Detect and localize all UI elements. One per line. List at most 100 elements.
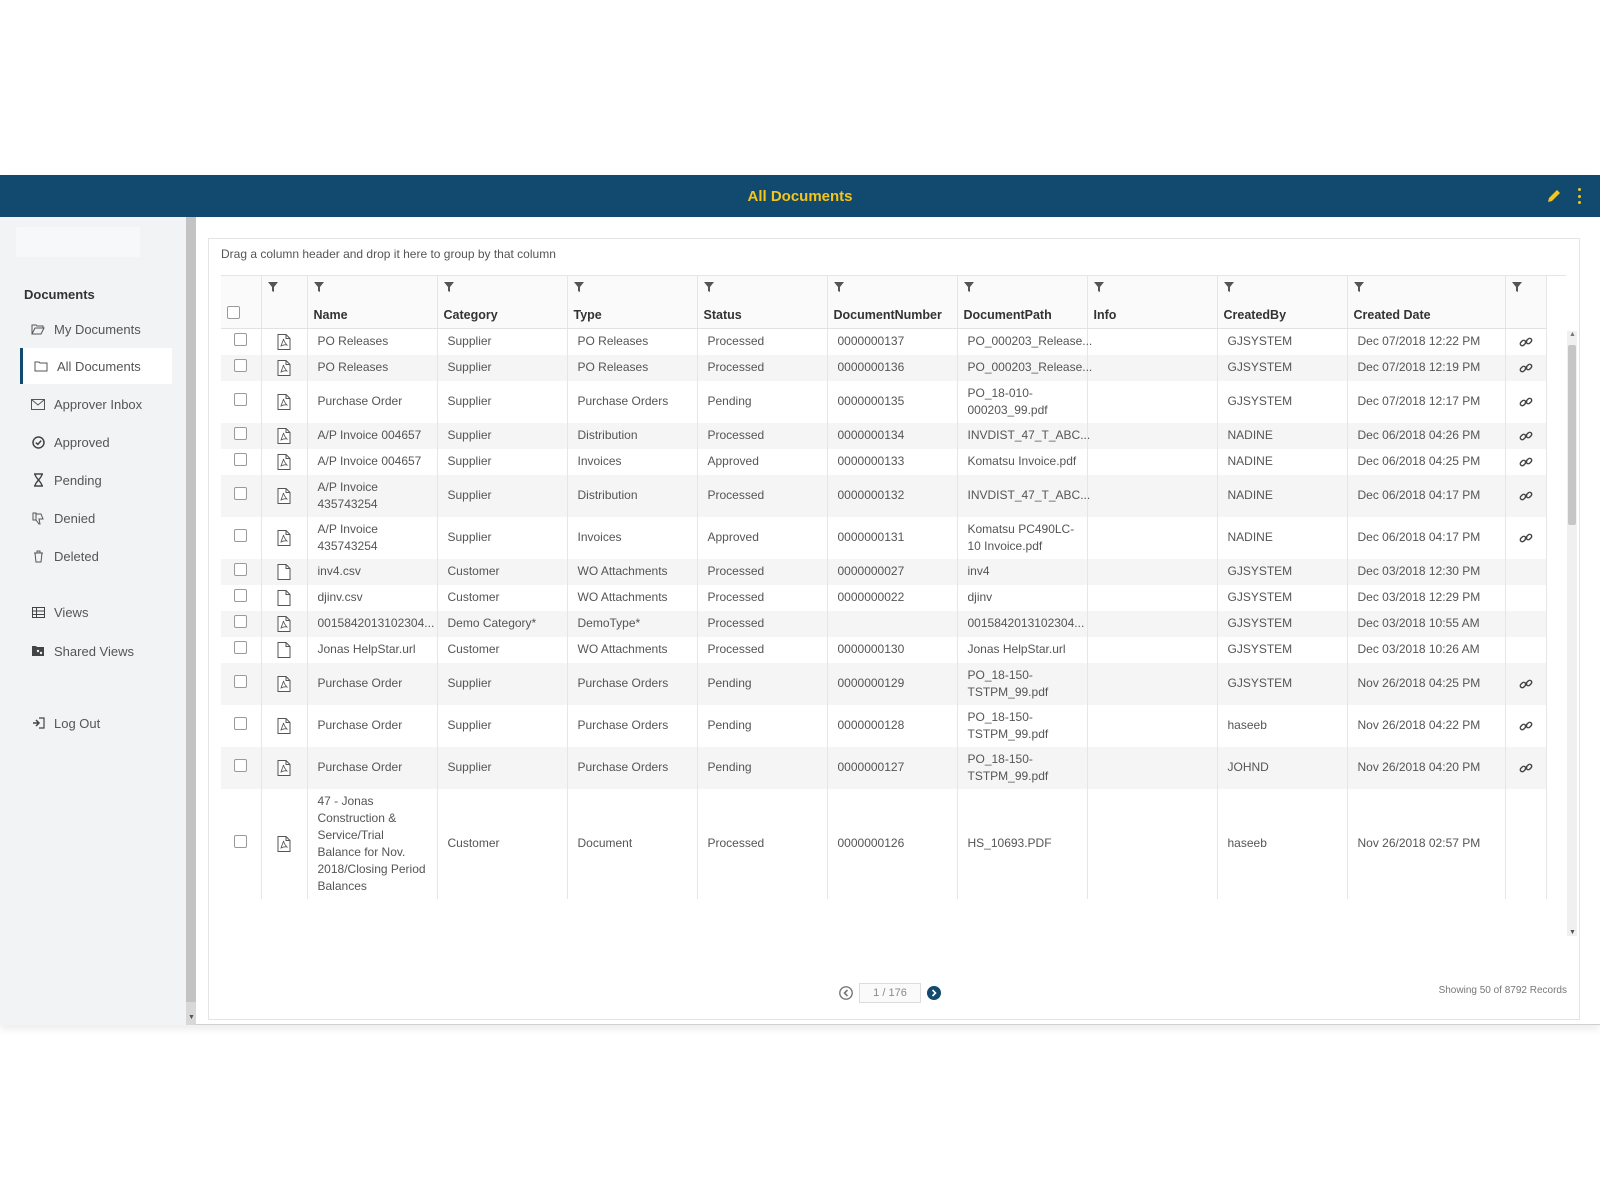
filter-icon[interactable] [267, 282, 278, 292]
sidebar-scrollbar-thumb[interactable] [186, 217, 196, 1002]
filter-icon[interactable] [313, 282, 324, 292]
sidebar-scrollbar[interactable]: ▼ [186, 217, 196, 1025]
sidebar-item-all-documents[interactable]: All Documents [20, 348, 172, 384]
row-checkbox[interactable] [234, 834, 248, 848]
link-icon[interactable] [1519, 489, 1533, 503]
filter-icon[interactable] [573, 282, 584, 292]
filter-icon[interactable] [443, 282, 454, 292]
filter-icon[interactable] [963, 282, 974, 292]
link-icon[interactable] [1519, 531, 1533, 545]
table-row[interactable]: 47 - Jonas Construction & Service/Trial … [221, 788, 1547, 899]
row-checkbox[interactable] [234, 452, 248, 466]
next-page-icon[interactable] [927, 986, 941, 1000]
pdf-file-icon[interactable] [277, 835, 291, 852]
row-checkbox[interactable] [234, 332, 248, 346]
pdf-file-icon[interactable] [277, 615, 291, 632]
table-row[interactable]: A/P Invoice 435743254 Supplier Invoices App… [221, 516, 1547, 559]
row-checkbox[interactable] [234, 614, 248, 628]
grid-scrollbar[interactable]: ▲ ▼ [1567, 331, 1577, 936]
pdf-file-icon[interactable] [277, 675, 291, 692]
link-icon[interactable] [1519, 455, 1533, 469]
link-icon[interactable] [1519, 677, 1533, 691]
table-row[interactable]: PO Releases Supplier PO Releases Processed 0… [221, 354, 1547, 381]
filter-icon[interactable] [1093, 282, 1104, 292]
row-checkbox[interactable] [234, 486, 248, 500]
row-checkbox[interactable] [234, 528, 248, 542]
sidebar-item-my-documents[interactable]: My Documents [20, 311, 172, 347]
pdf-file-icon[interactable] [277, 393, 291, 410]
row-checkbox[interactable] [234, 426, 248, 440]
row-checkbox[interactable] [234, 640, 248, 654]
sidebar-item-views[interactable]: Views [20, 594, 172, 630]
link-icon[interactable] [1519, 719, 1533, 733]
table-row[interactable]: Purchase Order Supplier Purchase Orders Pen… [221, 380, 1547, 423]
group-by-drop-zone[interactable]: Drag a column header and drop it here to… [221, 247, 556, 261]
sidebar-item-approver-inbox[interactable]: Approver Inbox [20, 386, 172, 422]
scroll-down-arrow-icon[interactable]: ▼ [188, 1014, 195, 1021]
pdf-file-icon[interactable] [277, 717, 291, 734]
pdf-file-icon[interactable] [277, 487, 291, 504]
column-header-info[interactable]: Info [1087, 276, 1218, 329]
sidebar-item-deleted[interactable]: Deleted [20, 538, 172, 574]
link-icon[interactable] [1519, 335, 1533, 349]
sidebar-item-approved[interactable]: Approved [20, 424, 172, 460]
filter-icon[interactable] [1511, 282, 1522, 292]
sidebar-item-log-out[interactable]: Log Out [20, 705, 172, 741]
row-checkbox[interactable] [234, 562, 248, 576]
file-icon[interactable] [277, 589, 291, 606]
row-checkbox[interactable] [234, 716, 248, 730]
table-row[interactable]: 0015842013102304... Demo Category* DemoTyp… [221, 610, 1547, 637]
pdf-file-icon[interactable] [277, 359, 291, 376]
previous-page-icon[interactable] [839, 986, 853, 1000]
filter-icon[interactable] [1353, 282, 1364, 292]
row-checkbox[interactable] [234, 392, 248, 406]
scroll-up-arrow-icon[interactable]: ▲ [1569, 331, 1576, 338]
table-row[interactable]: PO Releases Supplier PO Releases Processed 0… [221, 328, 1547, 355]
row-checkbox[interactable] [234, 674, 248, 688]
file-icon[interactable] [277, 641, 291, 658]
pdf-file-icon[interactable] [277, 759, 291, 776]
column-header-name[interactable]: Name [307, 276, 438, 329]
table-row[interactable]: Purchase Order Supplier Purchase Orders Pen… [221, 704, 1547, 747]
sidebar-item-shared-views[interactable]: Shared Views [20, 633, 172, 669]
column-header-category[interactable]: Category [437, 276, 568, 329]
table-row[interactable]: A/P Invoice 004657 Supplier Invoices Approv… [221, 448, 1547, 475]
table-row[interactable]: djinv.csv Customer WO Attachments Processed… [221, 584, 1547, 611]
link-icon[interactable] [1519, 395, 1533, 409]
table-row[interactable]: Jonas HelpStar.url Customer WO Attachments… [221, 636, 1547, 663]
sidebar-item-denied[interactable]: Denied [20, 500, 172, 536]
filter-icon[interactable] [1223, 282, 1234, 292]
file-icon[interactable] [277, 563, 291, 580]
row-checkbox[interactable] [234, 758, 248, 772]
filter-icon[interactable] [703, 282, 714, 292]
table-row[interactable]: inv4.csv Customer WO Attachments Processed 0… [221, 558, 1547, 585]
column-header-document-path[interactable]: DocumentPath [957, 276, 1088, 329]
sidebar-item-pending[interactable]: Pending [20, 462, 172, 498]
pdf-file-icon[interactable] [277, 333, 291, 350]
table-row[interactable]: Purchase Order Supplier Purchase Orders Pen… [221, 746, 1547, 789]
select-all-checkbox[interactable] [227, 305, 240, 319]
link-icon[interactable] [1519, 429, 1533, 443]
column-header-link[interactable] [1505, 276, 1547, 329]
table-row[interactable]: Purchase Order Supplier Purchase Orders Pen… [221, 662, 1547, 705]
table-row[interactable]: A/P Invoice 435743254 Supplier Distributio… [221, 474, 1547, 517]
pdf-file-icon[interactable] [277, 453, 291, 470]
column-header-type[interactable]: Type [567, 276, 698, 329]
edit-button[interactable] [1546, 188, 1562, 204]
link-icon[interactable] [1519, 761, 1533, 775]
scroll-down-arrow-icon[interactable]: ▼ [1569, 929, 1576, 936]
more-menu-icon[interactable] [1576, 188, 1582, 204]
grid-scrollbar-thumb[interactable] [1568, 345, 1576, 525]
pdf-file-icon[interactable] [277, 427, 291, 444]
column-header-document-number[interactable]: DocumentNumber [827, 276, 958, 329]
column-header-created-by[interactable]: CreatedBy [1217, 276, 1348, 329]
column-header-status[interactable]: Status [697, 276, 828, 329]
column-header-created-date[interactable]: Created Date [1347, 276, 1506, 329]
filter-icon[interactable] [833, 282, 844, 292]
pdf-file-icon[interactable] [277, 529, 291, 546]
row-checkbox[interactable] [234, 588, 248, 602]
column-header-icon[interactable] [261, 276, 308, 329]
link-icon[interactable] [1519, 361, 1533, 375]
page-indicator[interactable]: 1 / 176 [859, 983, 921, 1003]
table-row[interactable]: A/P Invoice 004657 Supplier Distribution Pr… [221, 422, 1547, 449]
